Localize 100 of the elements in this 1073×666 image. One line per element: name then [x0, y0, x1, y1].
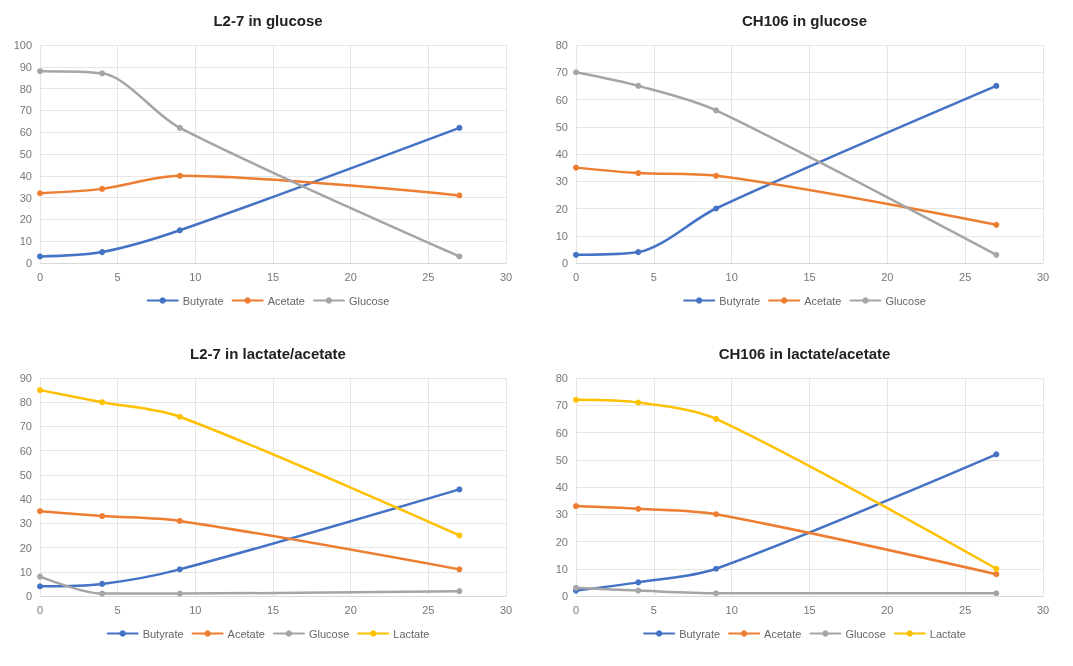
point: [456, 192, 463, 199]
x-tick-label: 30: [499, 270, 513, 283]
point: [456, 253, 463, 260]
y-tick-label: 80: [19, 82, 32, 95]
x-tick-label: 30: [1036, 270, 1050, 283]
y-tick-label: 20: [19, 541, 32, 554]
legend-label: Butyrate: [679, 627, 721, 640]
chart-title: CH106 in glucose: [741, 12, 868, 29]
y-tick-label: 40: [555, 148, 568, 160]
point: [635, 82, 642, 89]
y-tick-label: 80: [555, 39, 568, 51]
x-tick-label: 20: [344, 270, 357, 283]
x-tick-label: 20: [881, 270, 894, 283]
x-tick-label: 25: [959, 270, 972, 283]
y-tick-label: 50: [19, 468, 32, 481]
point: [37, 583, 43, 590]
point: [993, 571, 1000, 578]
point: [993, 590, 1000, 597]
y-tick-label: 50: [19, 148, 32, 160]
y-tick-label: 30: [555, 175, 568, 188]
x-tick-label: 0: [572, 270, 580, 283]
x-tick-label: 15: [803, 603, 816, 616]
point: [573, 164, 579, 171]
y-tick-label: 50: [555, 453, 568, 466]
point: [176, 227, 183, 234]
point: [993, 82, 1000, 89]
point: [713, 415, 720, 422]
point: [635, 579, 642, 586]
x-tick-label: 20: [344, 603, 357, 616]
point: [573, 69, 579, 76]
point: [993, 451, 1000, 458]
point: [176, 172, 183, 179]
legend-label: Acetate: [267, 294, 305, 307]
legend-label: Butyrate: [719, 294, 761, 307]
y-tick-label: 80: [19, 396, 32, 409]
x-tick-label: 20: [881, 603, 894, 616]
y-tick-label: 50: [555, 120, 568, 133]
legend-label: Glucose: [348, 294, 390, 307]
point: [713, 172, 720, 179]
point: [993, 565, 1000, 572]
y-tick-label: 60: [555, 426, 568, 439]
x-tick-label: 15: [803, 270, 816, 283]
x-tick-label: 10: [189, 270, 202, 283]
point: [456, 566, 463, 573]
x-tick-label: 0: [572, 603, 580, 616]
legend-label: Butyrate: [182, 294, 224, 307]
point: [635, 505, 642, 512]
legend-label: Acetate: [804, 294, 842, 307]
point: [456, 486, 463, 493]
point: [37, 190, 43, 197]
point: [99, 590, 106, 597]
x-tick-label: 5: [114, 270, 121, 283]
point: [37, 573, 43, 580]
y-tick-label: 10: [19, 565, 32, 578]
y-tick-label: 0: [561, 257, 568, 269]
legend-label: Butyrate: [142, 627, 184, 640]
legend-label: Acetate: [227, 627, 265, 640]
legend-label: Glucose: [308, 627, 350, 640]
point: [99, 249, 106, 256]
point: [176, 413, 183, 420]
y-tick-label: 20: [555, 202, 568, 215]
y-tick-label: 90: [19, 60, 32, 73]
point: [456, 124, 463, 131]
y-tick-label: 30: [19, 191, 32, 204]
legend-label: Glucose: [845, 627, 886, 640]
legend-label: Glucose: [885, 294, 926, 307]
y-tick-label: 20: [555, 535, 568, 548]
point: [176, 517, 183, 524]
point: [713, 511, 720, 518]
point: [573, 503, 579, 510]
y-tick-label: 60: [555, 93, 568, 106]
point: [456, 588, 463, 595]
point: [37, 68, 43, 75]
legend-label: Lactate: [393, 627, 430, 640]
point: [713, 565, 720, 572]
y-tick-label: 60: [19, 444, 32, 457]
x-tick-label: 5: [114, 603, 121, 616]
legend-label: Acetate: [764, 627, 802, 640]
point: [176, 566, 183, 573]
point: [713, 205, 720, 212]
x-tick-label: 5: [650, 603, 657, 616]
point: [37, 508, 43, 515]
x-tick-label: 25: [422, 603, 435, 616]
y-tick-label: 20: [19, 213, 32, 226]
x-tick-label: 0: [36, 270, 44, 283]
point: [713, 590, 720, 597]
y-tick-label: 10: [555, 229, 568, 242]
x-tick-label: 10: [725, 603, 738, 616]
y-tick-label: 100: [13, 39, 32, 51]
point: [37, 387, 43, 394]
point: [993, 221, 1000, 228]
y-tick-label: 30: [555, 508, 568, 521]
y-tick-label: 40: [19, 169, 32, 182]
point: [99, 580, 106, 587]
y-tick-label: 40: [555, 481, 568, 493]
y-tick-label: 80: [555, 372, 568, 384]
point: [99, 70, 106, 77]
y-tick-label: 10: [555, 562, 568, 575]
y-tick-label: 70: [555, 399, 568, 412]
point: [99, 185, 106, 192]
